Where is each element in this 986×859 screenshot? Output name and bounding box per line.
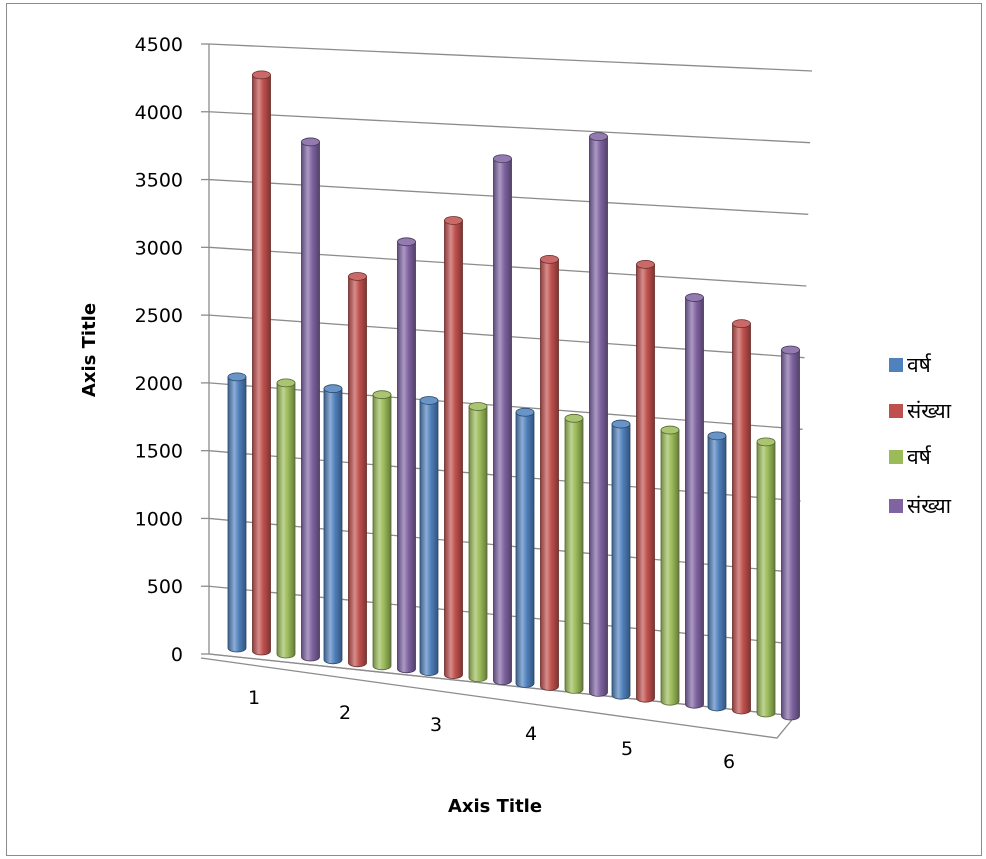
bar: [636, 260, 655, 703]
bar: [515, 407, 535, 688]
y-tick-label: 500: [147, 576, 183, 598]
x-tick-label: 3: [430, 714, 442, 736]
bar: [397, 237, 416, 674]
bar: [611, 419, 631, 700]
y-tick-label: 1000: [135, 508, 183, 530]
bar: [372, 390, 392, 671]
bar: [660, 425, 680, 706]
y-tick-label: 2000: [135, 373, 183, 395]
x-tick-label: 4: [525, 723, 537, 745]
bar: [781, 345, 800, 721]
legend-label: वर्ष: [907, 445, 932, 469]
bar: [732, 319, 751, 715]
y-tick-label: 3500: [135, 170, 183, 192]
bar: [707, 431, 727, 712]
y-tick-label: 4000: [135, 102, 183, 124]
legend-swatch: [889, 499, 903, 513]
bar: [276, 378, 296, 659]
bars: [227, 70, 800, 721]
x-tick-label: 6: [723, 751, 735, 773]
x-tick-label: 2: [339, 702, 351, 724]
bar: [493, 154, 512, 686]
legend-label: संख्या: [907, 399, 952, 423]
bar: [301, 137, 320, 662]
bar: [227, 372, 247, 653]
legend: वर्ष संख्या वर्ष संख्या: [889, 353, 952, 518]
bar: [540, 254, 559, 691]
bar: [756, 437, 776, 718]
y-axis-ticks: 0 500 1000 1500 2000 2500 3000 3500 4000 4500: [135, 34, 183, 666]
bar: [685, 293, 704, 709]
bar: [589, 132, 608, 697]
legend-swatch: [889, 358, 903, 372]
y-tick-label: 1500: [135, 441, 183, 463]
legend-swatch: [889, 450, 903, 464]
x-axis-ticks: 1 2 3 4 5 6: [248, 687, 735, 773]
gridline: [208, 43, 813, 72]
bar: [564, 413, 584, 694]
bar: [444, 216, 463, 679]
bar: [348, 272, 367, 668]
bar: [323, 384, 343, 665]
legend-label: वर्ष: [907, 353, 932, 377]
bar: [468, 402, 488, 683]
bar: [252, 70, 271, 656]
bar: [419, 396, 439, 676]
legend-swatch: [889, 404, 903, 418]
x-tick-label: 5: [621, 738, 633, 760]
y-tick-label: 4500: [135, 34, 183, 56]
gridline: [208, 111, 811, 144]
y-tick-label: 3000: [135, 237, 183, 259]
y-tick-label: 0: [171, 644, 183, 666]
legend-label: संख्या: [907, 494, 952, 518]
x-axis-title: Axis Title: [448, 796, 542, 817]
x-tick-label: 1: [248, 687, 260, 709]
y-axis-title: Axis Title: [79, 303, 100, 397]
y-tick-label: 2500: [135, 305, 183, 327]
